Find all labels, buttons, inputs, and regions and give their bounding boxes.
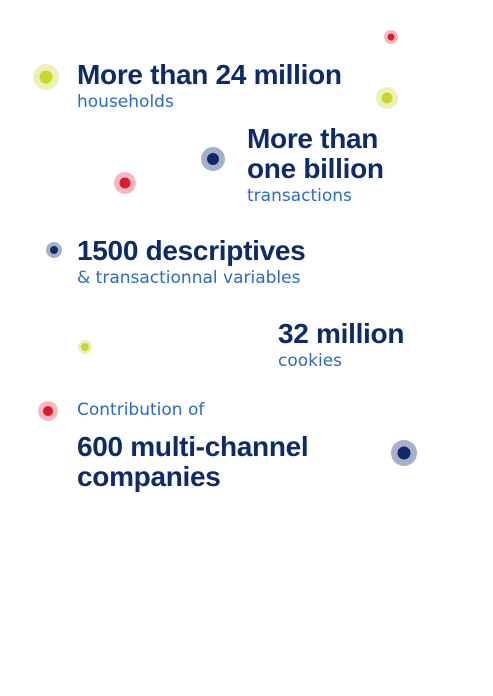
stat-headline: More than 24 million: [77, 59, 342, 90]
stat-headline: More than one billion: [247, 123, 384, 184]
stat-caption: households: [77, 92, 174, 112]
red-dot-icon: [384, 30, 398, 44]
stat-caption: & transactionnal variables: [77, 268, 301, 288]
navy-dot-icon: [391, 440, 417, 466]
stat-caption: cookies: [278, 351, 343, 371]
stat-variables: 1500 descriptives & transactionnal varia…: [77, 235, 306, 289]
yellow-dot-icon: [376, 87, 398, 109]
stat-headline: 1500 descriptives: [77, 235, 306, 266]
red-dot-icon: [114, 172, 136, 194]
navy-dot-icon: [201, 147, 225, 171]
stat-households: More than 24 million households: [77, 59, 342, 113]
stat-headline: 600 multi-channel companies: [77, 431, 309, 492]
stat-transactions: More than one billion transactions: [247, 123, 417, 207]
yellow-dot-icon: [78, 340, 92, 354]
stat-companies: Contribution of 600 multi-channel compan…: [77, 400, 367, 492]
yellow-dot-icon: [33, 64, 59, 90]
stat-caption: Contribution of: [77, 400, 205, 420]
stat-cookies: 32 million cookies: [278, 318, 405, 372]
red-dot-icon: [38, 401, 58, 421]
navy-dot-icon: [46, 242, 62, 258]
stat-headline: 32 million: [278, 318, 405, 349]
stat-caption: transactions: [247, 186, 352, 206]
